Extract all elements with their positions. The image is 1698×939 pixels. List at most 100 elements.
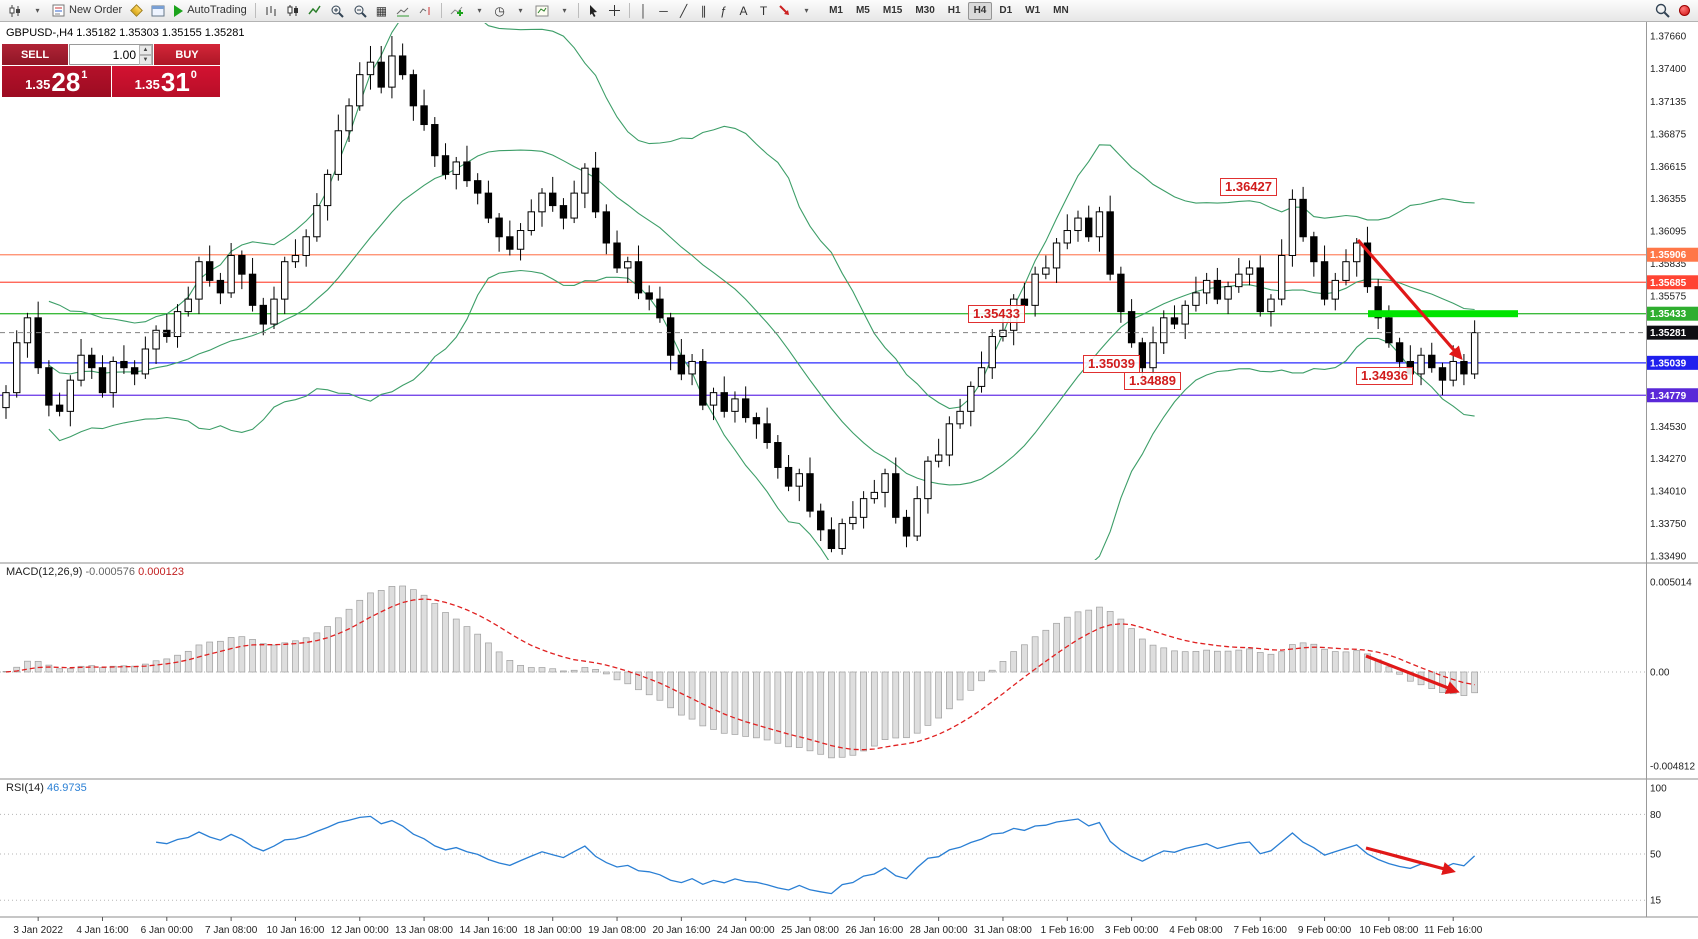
candle [259,304,267,325]
candle [741,398,750,419]
macd-bar [1224,650,1232,673]
sell-button[interactable]: SELL [2,44,68,65]
macd-bar [1063,616,1071,673]
candle [34,317,42,369]
candle [849,516,857,525]
time-label: 12 Jan 00:00 [331,925,389,936]
autotrading-label: AutoTrading [187,4,247,16]
text-button[interactable]: A [739,3,748,18]
price-annotation[interactable]: 1.35039 [1083,355,1140,373]
toolbar-separator [254,3,256,18]
candle [452,161,460,175]
macd-axis-label: 0.005014 [1650,578,1692,589]
macd-bar [334,617,342,673]
price-annotation[interactable]: 1.35433 [968,305,1025,323]
macd-bar [388,586,396,673]
zoom-out-button[interactable] [349,1,371,20]
macd-bar [1278,651,1286,673]
candle [506,236,514,250]
timeframe-m15[interactable]: M15 [882,5,903,16]
macd-bar [581,667,589,673]
timeframe-m5[interactable]: M5 [855,5,870,16]
macd-bar [849,671,857,756]
channel-button[interactable]: ∥ [700,3,707,18]
candle [248,273,257,306]
indicators-dropdown[interactable]: ▾ [477,5,482,15]
candlestick-mode-icon [287,5,298,16]
auto-scroll-button[interactable] [392,1,414,20]
price-label: 1.34530 [1650,422,1687,433]
indicators-button[interactable] [446,1,468,20]
price-annotation[interactable]: 1.36427 [1220,178,1277,196]
vertical-line-button[interactable]: │ [639,3,648,18]
macd-bar [56,668,63,673]
candle [1267,298,1275,313]
price-annotation[interactable]: 1.34889 [1124,372,1181,390]
candle [473,180,482,194]
trendline-button[interactable]: ╱ [679,3,688,18]
terminal-button[interactable] [147,1,169,20]
price-annotation[interactable]: 1.34936 [1356,367,1413,385]
timeframe-h1[interactable]: H1 [947,5,961,16]
candle [827,529,836,550]
time-label: 7 Feb 16:00 [1234,925,1288,936]
candle [859,498,868,518]
candle [934,454,943,462]
candle [302,236,310,256]
chart-shift-button[interactable] [415,1,437,20]
timeframe-w1[interactable]: W1 [1025,5,1041,16]
volume-value[interactable]: 1.00 [112,47,136,62]
arrows-tool-dropdown[interactable]: ▾ [804,5,809,15]
line-chart-button[interactable] [304,1,325,20]
volume-field[interactable]: 1.00 ▲ ▼ [69,44,153,65]
periods-dropdown[interactable]: ▾ [518,5,523,15]
candlestick-mode-button[interactable] [282,1,303,20]
time-label: 24 Jan 00:00 [717,925,775,936]
macd-bar [1138,638,1146,673]
new-chart-button[interactable] [4,1,26,20]
trend-arrow[interactable] [1365,654,1460,694]
templates-button[interactable] [531,1,553,20]
volume-decrease-button[interactable]: ▼ [139,55,152,65]
fibonacci-button[interactable]: ƒ [720,3,727,18]
cursor-button[interactable] [583,1,603,20]
periods-button[interactable]: ◷ [490,1,509,20]
arrows-tool-button[interactable] [774,1,795,20]
timeframe-h4[interactable]: H4 [967,1,993,20]
timeframe-d1[interactable]: D1 [999,5,1013,16]
macd-bar [1181,651,1189,673]
templates-dropdown[interactable]: ▾ [562,5,567,15]
crosshair-button[interactable] [604,1,625,20]
support-highlight-segment[interactable] [1368,310,1518,318]
metaeditor-button[interactable] [127,1,146,20]
candle [1031,273,1039,306]
buy-price-display[interactable]: 1.35 31 0 [111,66,220,97]
volume-increase-button[interactable]: ▲ [139,45,152,55]
search-button[interactable] [1651,1,1674,20]
tile-windows-button[interactable]: ▦ [372,1,391,20]
bar-chart-button[interactable] [260,1,281,20]
rsi-label: RSI(14) 46.9735 [6,782,87,794]
zoom-in-button[interactable] [326,1,348,20]
sell-price-display[interactable]: 1.35 28 1 [2,66,112,97]
time-label: 31 Jan 08:00 [974,925,1032,936]
timeframe-mn[interactable]: MN [1053,5,1069,16]
horizontal-line-button[interactable]: ─ [659,3,668,18]
candle [1213,279,1222,300]
buy-button[interactable]: BUY [154,44,220,65]
text-label-button[interactable]: T [759,3,768,18]
macd-bar [1299,642,1307,673]
time-label: 20 Jan 16:00 [652,925,710,936]
timeframe-m1[interactable]: M1 [829,5,843,16]
trend-arrow[interactable] [1356,238,1463,361]
new-chart-dropdown[interactable]: ▾ [35,5,40,15]
trend-arrow[interactable] [1365,846,1456,876]
new-order-button[interactable]: New Order [48,1,126,20]
community-button[interactable] [1675,1,1694,20]
timeframe-m30[interactable]: M30 [915,5,935,16]
macd-bar [249,639,256,673]
autotrading-button[interactable]: AutoTrading [170,1,251,20]
candle [270,298,278,325]
macd-bar [1171,650,1178,673]
